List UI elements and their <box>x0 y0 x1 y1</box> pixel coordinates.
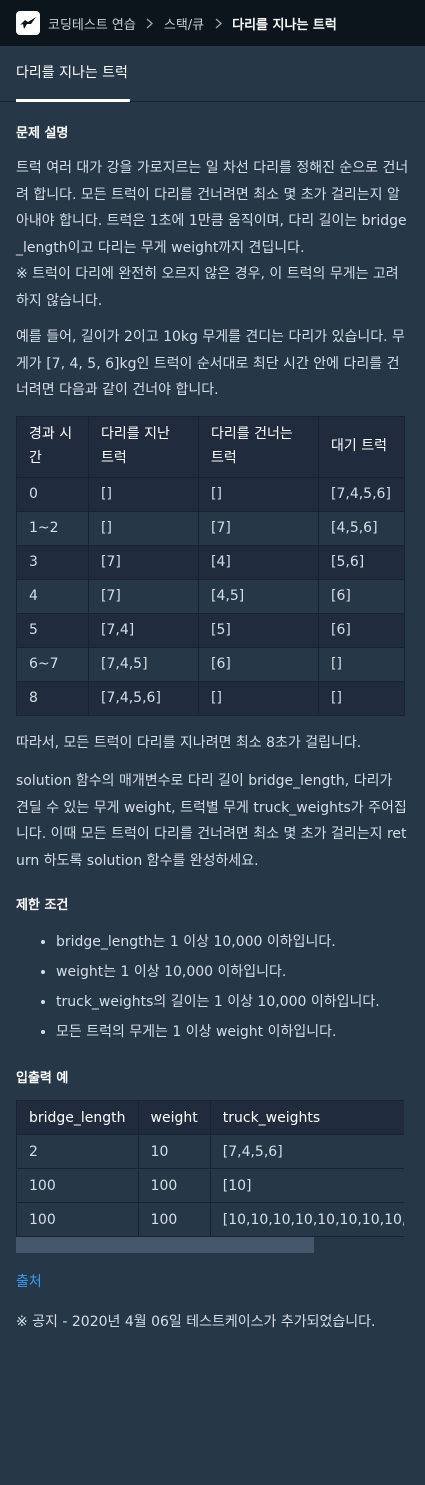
table-header-cell: bridge_length <box>16 1100 139 1135</box>
table-cell: 6~7 <box>16 646 89 682</box>
simulation-table: 경과 시간 다리를 지난 트럭 다리를 건너는 트럭 대기 트럭 0 [] []… <box>16 415 405 716</box>
table-cell: [6] <box>198 646 319 682</box>
description-paragraph: 트럭 여러 대가 강을 가로지르는 일 차선 다리를 정해진 순으로 건너려 합… <box>16 155 409 314</box>
table-cell: [4] <box>198 544 319 580</box>
list-item: bridge_length는 1 이상 10,000 이하입니다. <box>56 927 409 957</box>
section-title-io: 입출력 예 <box>16 1071 69 1086</box>
list-item: truck_weights의 길이는 1 이상 10,000 이하입니다. <box>56 987 409 1017</box>
scrollbar-thumb[interactable] <box>16 1237 314 1253</box>
table-cell: [] <box>318 646 405 682</box>
table-cell: 100 <box>16 1202 139 1237</box>
table-row: 3 [7] [4] [5,6] <box>16 544 405 580</box>
tab-problem[interactable]: 다리를 지나는 트럭 <box>16 46 130 102</box>
table-cell: [5,6] <box>318 544 405 580</box>
programmers-logo-icon[interactable] <box>16 11 40 35</box>
table-cell: 1~2 <box>16 510 89 546</box>
chevron-right-icon <box>144 16 156 30</box>
task-paragraph: solution 함수의 매개변수로 다리 길이 bridge_length, … <box>16 773 407 869</box>
io-table: bridge_length weight truck_weights 2 10 … <box>16 1100 404 1237</box>
conclusion-paragraph: 따라서, 모든 트럭이 다리를 지나려면 최소 8초가 걸립니다. <box>16 734 362 751</box>
table-cell: [7] <box>88 578 199 614</box>
description-text: 트럭 여러 대가 강을 가로지르는 일 차선 다리를 정해진 순으로 건너려 합… <box>16 160 409 256</box>
table-header-row: bridge_length weight truck_weights <box>16 1100 404 1135</box>
table-cell: [4,5,6] <box>318 510 405 546</box>
section-title-description: 문제 설명 <box>16 126 69 141</box>
table-cell: [10] <box>209 1168 404 1203</box>
table-cell: 100 <box>137 1168 211 1203</box>
table-cell: [6] <box>318 578 405 614</box>
table-header-row: 경과 시간 다리를 지난 트럭 다리를 건너는 트럭 대기 트럭 <box>16 415 405 478</box>
list-item: weight는 1 이상 10,000 이하입니다. <box>56 957 409 987</box>
notice-text: ※ 공지 - 2020년 4월 06일 테스트케이스가 추가되었습니다. <box>16 1314 376 1330</box>
section-title-limits: 제한 조건 <box>16 898 69 913</box>
chevron-right-icon <box>212 16 224 30</box>
description-note: ※ 트럭이 다리에 완전히 오르지 않은 경우, 이 트럭의 무게는 고려하지 … <box>16 266 399 309</box>
table-cell: 5 <box>16 612 89 648</box>
table-cell: 10 <box>137 1134 211 1169</box>
table-header-cell: 대기 트럭 <box>318 415 405 478</box>
table-cell: [10,10,10,10,10,10,10,10,10,10] <box>209 1202 404 1237</box>
list-item: 모든 트럭의 무게는 1 이상 weight 이하입니다. <box>56 1017 409 1047</box>
table-header-cell: 다리를 지난 트럭 <box>88 415 199 478</box>
table-cell: [] <box>88 476 199 512</box>
problem-content: 문제 설명 트럭 여러 대가 강을 가로지르는 일 차선 다리를 정해진 순으로… <box>0 122 425 1336</box>
breadcrumb-stack-queue[interactable]: 스택/큐 <box>163 17 205 33</box>
table-cell: 4 <box>16 578 89 614</box>
table-header-cell: weight <box>137 1100 211 1135</box>
table-row: 6~7 [7,4,5] [6] [] <box>16 646 405 682</box>
table-header-cell: truck_weights <box>209 1100 404 1135</box>
tab-bar: 다리를 지나는 트럭 <box>0 46 425 102</box>
limits-list: bridge_length는 1 이상 10,000 이하입니다. weight… <box>16 927 409 1047</box>
table-header-cell: 다리를 건너는 트럭 <box>198 415 319 478</box>
table-cell: [7] <box>198 510 319 546</box>
table-row: 5 [7,4] [5] [6] <box>16 612 405 648</box>
table-row: 100 100 [10] <box>16 1168 404 1203</box>
table-cell: 100 <box>137 1202 211 1237</box>
table-row: 2 10 [7,4,5,6] <box>16 1134 404 1169</box>
table-cell: [7,4,5,6] <box>209 1134 404 1169</box>
table-cell: 0 <box>16 476 89 512</box>
table-cell: [] <box>198 680 319 716</box>
source-link[interactable]: 출처 <box>16 1274 42 1290</box>
top-navigation-bar: 코딩테스트 연습 스택/큐 다리를 지나는 트럭 <box>0 0 425 46</box>
breadcrumb-coding-test[interactable]: 코딩테스트 연습 <box>48 17 136 33</box>
table-cell: 8 <box>16 680 89 716</box>
horizontal-scrollbar[interactable] <box>16 1237 404 1253</box>
table-row: 100 100 [10,10,10,10,10,10,10,10,10,10] <box>16 1202 404 1237</box>
table-row: 4 [7] [4,5] [6] <box>16 578 405 614</box>
table-row: 1~2 [] [7] [4,5,6] <box>16 510 405 546</box>
table-cell: [7] <box>88 544 199 580</box>
table-cell: 3 <box>16 544 89 580</box>
io-table-scroll-container[interactable]: bridge_length weight truck_weights 2 10 … <box>16 1100 404 1237</box>
table-cell: [7,4,5,6] <box>88 680 199 716</box>
table-row: 8 [7,4,5,6] [] [] <box>16 680 405 716</box>
table-row: 0 [] [] [7,4,5,6] <box>16 476 405 512</box>
table-cell: [4,5] <box>198 578 319 614</box>
table-cell: 100 <box>16 1168 139 1203</box>
table-cell: [6] <box>318 612 405 648</box>
table-header-cell: 경과 시간 <box>16 415 89 478</box>
table-cell: [7,4,5] <box>88 646 199 682</box>
table-cell: 2 <box>16 1134 139 1169</box>
table-cell: [] <box>198 476 319 512</box>
breadcrumb-current: 다리를 지나는 트럭 <box>232 17 337 33</box>
table-cell: [] <box>318 680 405 716</box>
example-paragraph: 예를 들어, 길이가 2이고 10kg 무게를 견디는 다리가 있습니다. 무게… <box>16 329 405 398</box>
table-cell: [7,4] <box>88 612 199 648</box>
table-cell: [7,4,5,6] <box>318 476 405 512</box>
table-cell: [] <box>88 510 199 546</box>
table-cell: [5] <box>198 612 319 648</box>
